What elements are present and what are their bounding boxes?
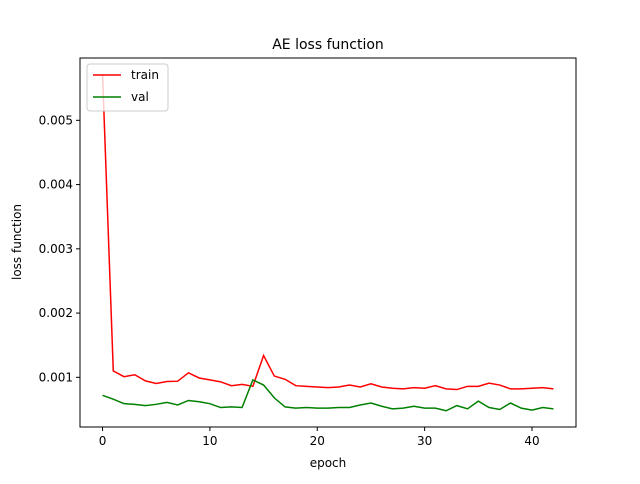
legend: train val xyxy=(86,63,169,112)
x-tick-label: 10 xyxy=(202,434,217,448)
y-tick-label: 0.004 xyxy=(39,178,73,192)
x-axis-label: epoch xyxy=(310,456,347,470)
y-tick-label: 0.001 xyxy=(39,370,73,384)
legend-label-train: train xyxy=(131,68,159,82)
y-tick-label: 0.003 xyxy=(39,242,73,256)
x-tick-label: 40 xyxy=(524,434,539,448)
plot-frame xyxy=(79,57,577,428)
ticks-layer: 0 10 20 30 40 0.001 0.002 0.003 0.004 0.005 xyxy=(39,113,540,448)
x-tick-label: 20 xyxy=(310,434,325,448)
series-layer xyxy=(101,74,554,412)
x-tick-label: 0 xyxy=(99,434,107,448)
legend-label-val: val xyxy=(131,90,149,104)
y-tick-label: 0.002 xyxy=(39,306,73,320)
y-axis-label: loss function xyxy=(10,204,24,280)
series-line-val xyxy=(102,378,554,412)
series-line-train xyxy=(101,74,554,391)
x-tick-label: 30 xyxy=(417,434,432,448)
chart-title: AE loss function xyxy=(272,37,384,53)
y-tick-label: 0.005 xyxy=(39,113,73,127)
